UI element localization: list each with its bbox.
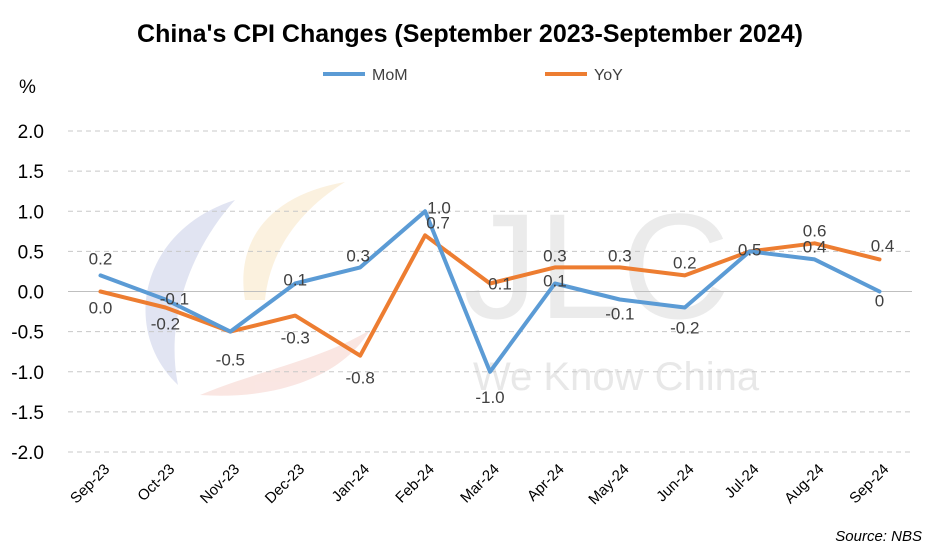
- data-label-mom: -0.2: [670, 319, 699, 338]
- x-axis-ticks: Sep-23 Oct-23 Nov-23 Dec-23 Jan-24 Feb-24 Mar-…: [67, 461, 892, 508]
- data-label-yoy: 0.3: [543, 246, 567, 265]
- data-label-yoy: 0.0: [89, 299, 113, 318]
- data-label-mom: -0.5: [216, 351, 245, 370]
- x-tick-label: Apr-24: [524, 461, 568, 505]
- data-label-yoy: 0.7: [426, 213, 450, 232]
- series-line-mom: [98, 209, 882, 374]
- data-label-yoy: 0.6: [803, 221, 827, 240]
- watermark-tagline: We Know China: [473, 355, 760, 399]
- data-label-mom: -0.1: [160, 290, 189, 309]
- y-tick-label: -2.0: [11, 443, 44, 464]
- legend-label-yoy: YoY: [594, 67, 623, 84]
- data-label-mom: 0: [875, 292, 884, 311]
- data-label-mom: 0.2: [89, 249, 113, 268]
- data-label-mom: -1.0: [475, 388, 504, 407]
- data-label-yoy: 0.4: [871, 236, 895, 255]
- data-label-yoy: -0.8: [346, 369, 375, 388]
- source-note: Source: NBS: [835, 528, 922, 545]
- y-tick-label: 1.0: [18, 202, 44, 223]
- data-labels: 0.2 -0.1 -0.5 0.1 0.3 1.0 -1.0 0.1 -0.1 -0.2 0.5 0.…: [89, 198, 895, 407]
- watermark-logo-swoosh-blue: [145, 200, 235, 385]
- x-tick-label: Aug-24: [781, 461, 827, 507]
- data-label-mom: 0.5: [738, 240, 762, 259]
- x-tick-label: Sep-24: [846, 461, 892, 507]
- x-tick-label: Feb-24: [392, 461, 438, 507]
- watermark: JLC We Know China: [145, 182, 760, 399]
- x-tick-label: Jun-24: [653, 461, 697, 505]
- data-label-mom: -0.1: [605, 305, 634, 324]
- x-tick-label: Jan-24: [329, 461, 373, 505]
- y-tick-label: -0.5: [11, 323, 44, 344]
- legend-label-mom: MoM: [372, 67, 408, 84]
- series: [98, 209, 882, 374]
- y-tick-label: -1.5: [11, 403, 44, 424]
- x-tick-label: Mar-24: [457, 461, 503, 507]
- data-label-yoy: -0.3: [281, 329, 310, 348]
- watermark-logo-swoosh-red: [200, 330, 370, 396]
- x-tick-label: Nov-23: [197, 461, 243, 507]
- y-axis-unit: %: [19, 77, 36, 98]
- data-label-yoy: 0.2: [673, 253, 697, 272]
- data-label-mom: 0.4: [803, 237, 827, 256]
- x-tick-label: May-24: [585, 461, 632, 508]
- y-axis-ticks: 2.0 1.5 1.0 0.5 0.0 -0.5 -1.0 -1.5 -2.0: [11, 122, 44, 464]
- data-label-mom: 0.3: [346, 246, 370, 265]
- chart-title: China's CPI Changes (September 2023-Sept…: [137, 20, 803, 48]
- x-tick-label: Oct-23: [134, 461, 178, 505]
- legend: MoM YoY: [323, 67, 623, 84]
- y-tick-label: 2.0: [18, 122, 44, 143]
- y-tick-label: -1.0: [11, 363, 44, 384]
- y-tick-label: 0.0: [18, 283, 44, 304]
- x-tick-label: Dec-23: [262, 461, 308, 507]
- data-label-yoy: 0.1: [488, 274, 512, 293]
- data-label-mom: 0.1: [283, 270, 307, 289]
- watermark-logo-swoosh-yellow: [243, 182, 345, 300]
- y-tick-label: 0.5: [18, 242, 44, 263]
- data-label-mom: 1.0: [427, 198, 451, 217]
- y-tick-label: 1.5: [18, 162, 44, 183]
- data-label-mom: 0.1: [543, 271, 567, 290]
- x-tick-label: Sep-23: [67, 461, 113, 507]
- data-label-yoy: -0.2: [151, 315, 180, 334]
- data-label-yoy: 0.3: [608, 246, 632, 265]
- x-tick-label: Jul-24: [722, 461, 763, 502]
- grid: [68, 130, 912, 453]
